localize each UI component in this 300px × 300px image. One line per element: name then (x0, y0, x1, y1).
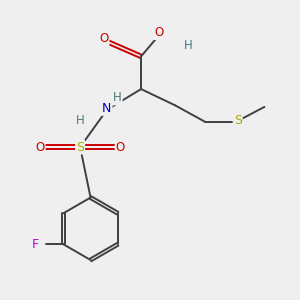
Text: S: S (76, 140, 84, 154)
Text: O: O (154, 26, 164, 39)
Text: O: O (99, 32, 109, 45)
Text: O: O (35, 140, 45, 154)
Text: F: F (32, 238, 39, 251)
Text: N: N (102, 102, 112, 115)
Text: H: H (184, 40, 193, 52)
Text: H: H (76, 114, 85, 127)
Text: O: O (116, 140, 125, 154)
Text: H: H (113, 92, 122, 104)
Text: S: S (234, 114, 242, 127)
